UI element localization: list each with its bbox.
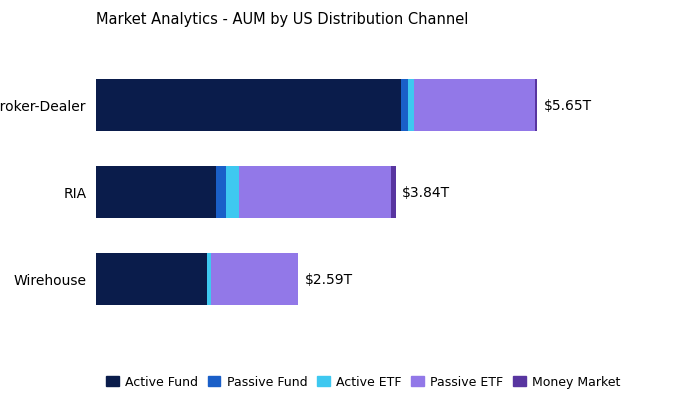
Bar [207,253,211,305]
Bar [96,253,207,305]
Bar [401,79,408,132]
Text: $2.59T: $2.59T [305,272,353,286]
Text: Market Analytics - AUM by US Distribution Channel: Market Analytics - AUM by US Distributio… [96,12,469,27]
Bar [216,166,226,218]
Bar [96,166,216,218]
Bar [211,253,298,305]
Text: $3.84T: $3.84T [402,185,450,199]
Bar [96,79,401,132]
Bar [239,166,391,218]
Bar [414,79,535,132]
Text: $5.65T: $5.65T [543,99,591,112]
Bar [535,79,537,132]
Bar [226,166,239,218]
Legend: Active Fund, Passive Fund, Active ETF, Passive ETF, Money Market: Active Fund, Passive Fund, Active ETF, P… [102,372,624,392]
Bar [391,166,396,218]
Bar [408,79,414,132]
